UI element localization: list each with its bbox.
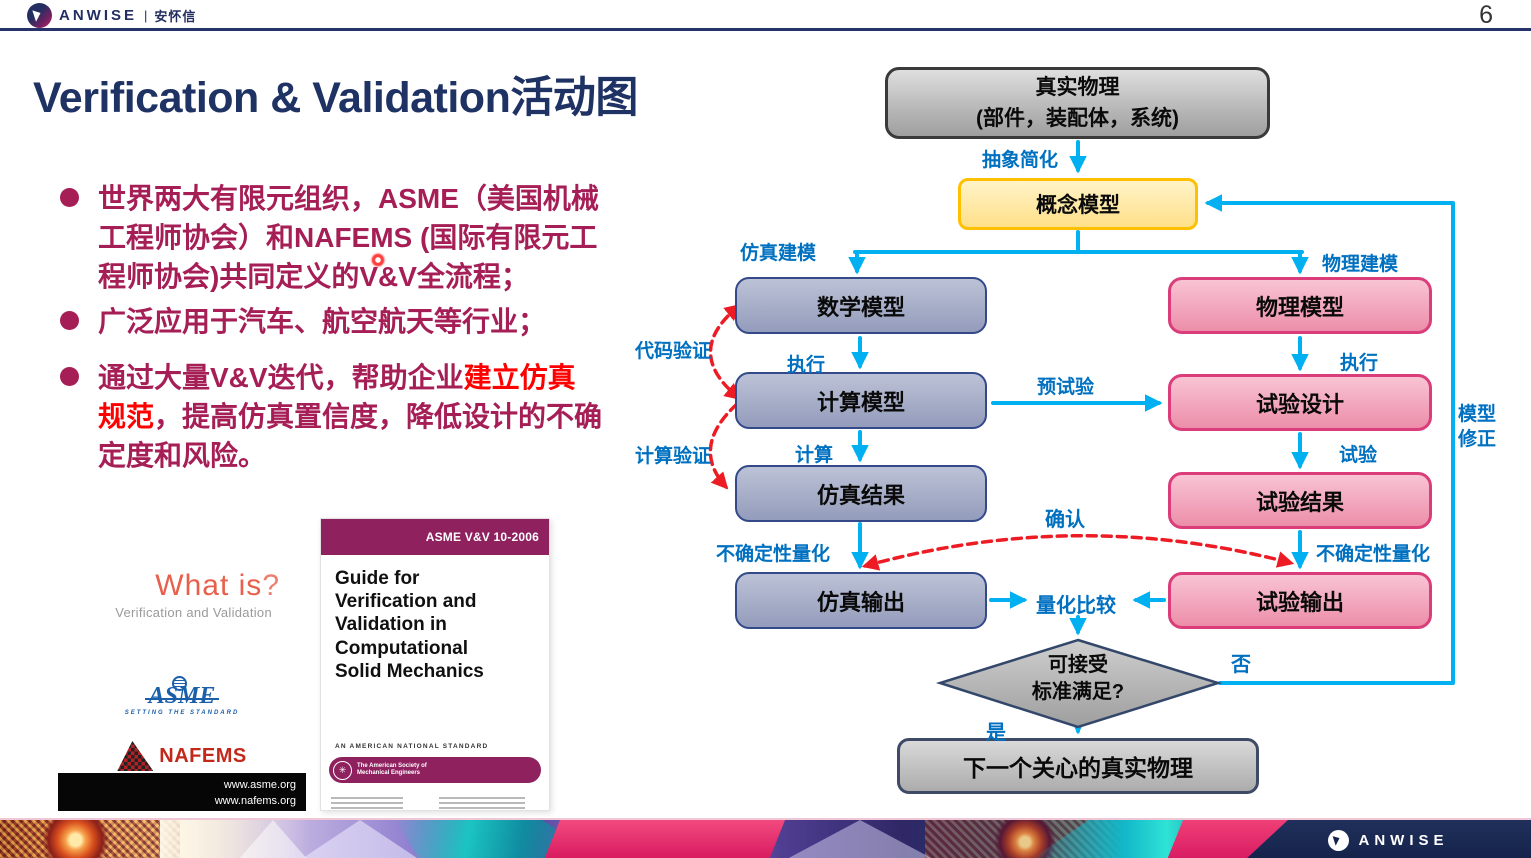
- node-sim-result: 仿真结果: [735, 465, 987, 522]
- decision-text: 可接受 标准满足?: [1031, 654, 1125, 703]
- book2-society-band: ✳ The American Society of Mechanical Eng…: [329, 757, 541, 783]
- header-bar: ANWISE | 安怀信 6: [0, 0, 1531, 31]
- book-cover-what-is-vv: What is? Verification and Validation ASM…: [58, 553, 306, 811]
- label-confirm: 确认: [1045, 509, 1085, 531]
- label-sim-modeling: 仿真建模: [740, 243, 817, 264]
- globe-icon: [171, 676, 187, 691]
- nafems-logo: NAFEMS: [58, 741, 306, 771]
- page-number: 6: [1479, 1, 1493, 29]
- bullet-text-highlight: 建立仿真规范: [98, 362, 576, 433]
- bullet-item: 世界两大有限元组织，ASME（美国机械工程师协会）和NAFEMS (国际有限元工…: [58, 179, 603, 297]
- label-code-verification: 代码验证: [635, 341, 712, 362]
- label-calc-verification: 计算验证: [635, 446, 712, 467]
- node-concept-model: 概念模型: [958, 178, 1198, 230]
- bullet-text: 广泛应用于汽车、航空航天等行业；: [98, 306, 547, 337]
- label-yes: 是: [986, 722, 1006, 744]
- brand-name-chinese: 安怀信: [154, 9, 197, 24]
- asme-tagline: SETTING THE STANDARD: [124, 710, 240, 716]
- decision-diamond: [935, 638, 1223, 729]
- node-compute-model: 计算模型: [735, 372, 987, 429]
- label-exec-left: 执行: [787, 355, 826, 376]
- asme-logo: ASME SETTING THE STANDARD: [58, 676, 306, 716]
- nafems-url: www.nafems.org: [214, 794, 296, 807]
- brand-separator: |: [144, 8, 148, 23]
- label-exec-right: 执行: [1340, 353, 1379, 374]
- label-test: 试验: [1339, 445, 1378, 466]
- label-uq-left: 不确定性量化: [716, 544, 831, 565]
- asme-url: www.asme.org: [223, 779, 296, 791]
- footer-brand-block: ANWISE: [1245, 820, 1531, 858]
- node-label: (部件，装配体，系统): [976, 107, 1179, 130]
- anwise-logo-icon: [1327, 829, 1349, 851]
- book1-title: What is?: [155, 569, 280, 602]
- asme-emblem-icon: ✳: [333, 760, 352, 780]
- book2-standard-note: AN AMERICAN NATIONAL STANDARD: [335, 743, 489, 750]
- slide-title: Verification & Validation活动图: [33, 74, 638, 122]
- node-math-model: 数学模型: [735, 277, 987, 334]
- society-name: The American Society of Mechanical Engin…: [357, 762, 427, 777]
- footer-brand-name: ANWISE: [1358, 831, 1449, 849]
- bullet-dot-icon: [60, 367, 79, 386]
- node-physical-model: 物理模型: [1168, 277, 1432, 334]
- dashed-arc-code-verification: [708, 303, 742, 401]
- book1-subtitle: Verification and Validation: [115, 605, 272, 620]
- laser-pointer-dot: [370, 252, 386, 268]
- label-pretest: 预试验: [1037, 377, 1095, 398]
- label-compute: 计算: [795, 445, 834, 466]
- book2-code-band: ASME V&V 10-2006: [321, 519, 549, 555]
- label-phys-modeling: 物理建模: [1322, 254, 1399, 275]
- bullet-dot-icon: [60, 188, 79, 207]
- node-test-output: 试验输出: [1168, 572, 1432, 629]
- bullet-item: 通过大量V&V迭代，帮助企业建立仿真规范，提高仿真置信度，降低设计的不确定度和风…: [58, 358, 603, 476]
- feedback-loop-model-fix: [1204, 194, 1455, 685]
- asme-wordmark: ASME: [144, 676, 220, 710]
- fine-print: [439, 797, 525, 809]
- node-label: 真实物理: [1035, 75, 1120, 99]
- bullet-dot-icon: [60, 311, 79, 330]
- footer-mosaic-shape: [0, 820, 180, 858]
- bullet-text: ，提高仿真置信度，降低设计的不确定度和风险。: [98, 401, 603, 472]
- node-real-physics: 真实物理 (部件，装配体，系统): [885, 67, 1270, 139]
- node-test-design: 试验设计: [1168, 374, 1432, 431]
- branch-line: [853, 230, 1304, 254]
- label-no: 否: [1231, 654, 1251, 676]
- book1-url-bar: www.asme.org www.nafems.org: [58, 773, 306, 811]
- book-cover-asme-guide: ASME V&V 10-2006 Guide for Verification …: [320, 518, 550, 811]
- brand-name: ANWISE: [59, 7, 137, 24]
- label-model-fix: 模型 修正: [1458, 404, 1497, 450]
- bullet-item: 广泛应用于汽车、航空航天等行业；: [58, 302, 603, 341]
- node-next-physics: 下一个关心的真实物理: [897, 738, 1259, 794]
- dashed-arc-calc-verification: [708, 402, 739, 490]
- bullet-text: 世界两大有限元组织，ASME（美国机械工程师协会）和NAFEMS (国际有限元工…: [98, 183, 599, 293]
- anwise-logo-icon: [27, 3, 52, 28]
- footer-decoration-band: ANWISE: [0, 818, 1531, 858]
- label-abstraction: 抽象简化: [982, 150, 1059, 171]
- node-test-result: 试验结果: [1168, 472, 1432, 529]
- book2-title: Guide for Verification and Validation in…: [335, 568, 484, 682]
- fine-print: [331, 797, 403, 809]
- bullet-text: 通过大量V&V迭代，帮助企业: [98, 362, 464, 393]
- label-uq-right: 不确定性量化: [1316, 544, 1431, 565]
- question-mark: ?: [262, 569, 280, 602]
- anwise-logo: ANWISE | 安怀信: [27, 3, 196, 28]
- label-compare: 量化比较: [1036, 595, 1116, 617]
- nafems-wordmark: NAFEMS: [159, 744, 247, 767]
- dashed-arc-confirm: [861, 533, 1295, 571]
- node-sim-output: 仿真输出: [735, 572, 987, 629]
